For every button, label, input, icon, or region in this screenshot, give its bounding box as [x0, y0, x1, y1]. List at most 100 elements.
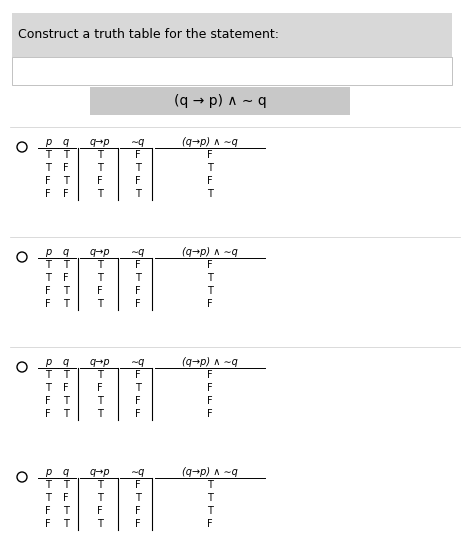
Text: T: T	[97, 260, 103, 270]
Text: F: F	[135, 480, 141, 490]
Text: T: T	[135, 383, 141, 393]
Bar	[90, 87, 350, 115]
Text: ∼q: ∼q	[131, 357, 145, 367]
Text: q: q	[63, 137, 69, 147]
Text: F: F	[45, 189, 51, 199]
Text: F: F	[207, 409, 213, 419]
Text: T: T	[45, 480, 51, 490]
Text: T: T	[63, 260, 69, 270]
Text: p: p	[45, 357, 51, 367]
Text: T: T	[45, 370, 51, 380]
Text: T: T	[45, 273, 51, 283]
Text: T: T	[97, 493, 103, 503]
Text: F: F	[97, 176, 103, 186]
Text: F: F	[45, 176, 51, 186]
Text: T: T	[207, 506, 213, 516]
Text: F: F	[207, 299, 213, 309]
Text: T: T	[135, 189, 141, 199]
Text: T: T	[97, 299, 103, 309]
Text: F: F	[45, 409, 51, 419]
Text: F: F	[135, 286, 141, 296]
Text: F: F	[97, 286, 103, 296]
Text: (q→p) ∧ ∼q: (q→p) ∧ ∼q	[182, 137, 238, 147]
Text: F: F	[63, 493, 69, 503]
Text: F: F	[135, 370, 141, 380]
Text: F: F	[207, 370, 213, 380]
Text: T: T	[63, 150, 69, 160]
Text: T: T	[97, 150, 103, 160]
Text: T: T	[135, 163, 141, 173]
Text: F: F	[97, 383, 103, 393]
Text: F: F	[135, 506, 141, 516]
Text: T: T	[207, 480, 213, 490]
Text: F: F	[63, 273, 69, 283]
Text: ∼q: ∼q	[131, 137, 145, 147]
Text: ∼q: ∼q	[131, 467, 145, 477]
Text: (q→p) ∧ ∼q: (q→p) ∧ ∼q	[182, 357, 238, 367]
Text: F: F	[45, 396, 51, 406]
Text: T: T	[97, 409, 103, 419]
Text: ∼q: ∼q	[131, 247, 145, 257]
Text: F: F	[45, 286, 51, 296]
Text: T: T	[97, 189, 103, 199]
Text: p: p	[45, 467, 51, 477]
Text: q→p: q→p	[90, 137, 110, 147]
Text: T: T	[63, 370, 69, 380]
Text: (q→p) ∧ ∼q: (q→p) ∧ ∼q	[182, 247, 238, 257]
Text: F: F	[135, 150, 141, 160]
Text: F: F	[45, 519, 51, 529]
Text: F: F	[63, 383, 69, 393]
Bar	[12, 57, 452, 85]
Text: (q→p) ∧ ∼q: (q→p) ∧ ∼q	[182, 467, 238, 477]
Text: T: T	[45, 163, 51, 173]
Text: T: T	[97, 519, 103, 529]
Text: T: T	[97, 396, 103, 406]
Text: q→p: q→p	[90, 357, 110, 367]
Text: q: q	[63, 247, 69, 257]
Text: F: F	[45, 506, 51, 516]
Text: T: T	[45, 493, 51, 503]
Text: T: T	[97, 273, 103, 283]
Text: T: T	[207, 163, 213, 173]
Text: F: F	[207, 260, 213, 270]
Text: T: T	[63, 299, 69, 309]
Text: T: T	[207, 189, 213, 199]
Text: F: F	[135, 176, 141, 186]
Text: T: T	[45, 150, 51, 160]
Text: F: F	[207, 150, 213, 160]
Text: F: F	[135, 260, 141, 270]
Text: F: F	[135, 409, 141, 419]
Text: T: T	[97, 370, 103, 380]
Text: F: F	[207, 383, 213, 393]
Text: q: q	[63, 467, 69, 477]
Text: T: T	[135, 273, 141, 283]
Text: T: T	[63, 506, 69, 516]
Text: F: F	[45, 299, 51, 309]
Text: F: F	[63, 189, 69, 199]
Text: T: T	[97, 163, 103, 173]
Text: q→p: q→p	[90, 467, 110, 477]
Text: T: T	[207, 286, 213, 296]
Text: F: F	[207, 396, 213, 406]
Text: T: T	[63, 519, 69, 529]
Text: T: T	[63, 396, 69, 406]
Text: F: F	[207, 176, 213, 186]
Text: (q → p) ∧ ∼ q: (q → p) ∧ ∼ q	[173, 94, 266, 108]
Text: p: p	[45, 247, 51, 257]
Text: T: T	[135, 493, 141, 503]
Text: q→p: q→p	[90, 247, 110, 257]
Text: T: T	[63, 286, 69, 296]
Text: F: F	[97, 506, 103, 516]
Text: Construct a truth table for the statement:: Construct a truth table for the statemen…	[18, 28, 279, 42]
Bar	[12, 13, 452, 57]
Text: T: T	[63, 176, 69, 186]
Text: F: F	[207, 519, 213, 529]
Text: T: T	[45, 260, 51, 270]
Text: F: F	[63, 163, 69, 173]
Text: T: T	[63, 409, 69, 419]
Text: T: T	[97, 480, 103, 490]
Text: p: p	[45, 137, 51, 147]
Text: T: T	[207, 273, 213, 283]
Text: T: T	[45, 383, 51, 393]
Text: F: F	[135, 299, 141, 309]
